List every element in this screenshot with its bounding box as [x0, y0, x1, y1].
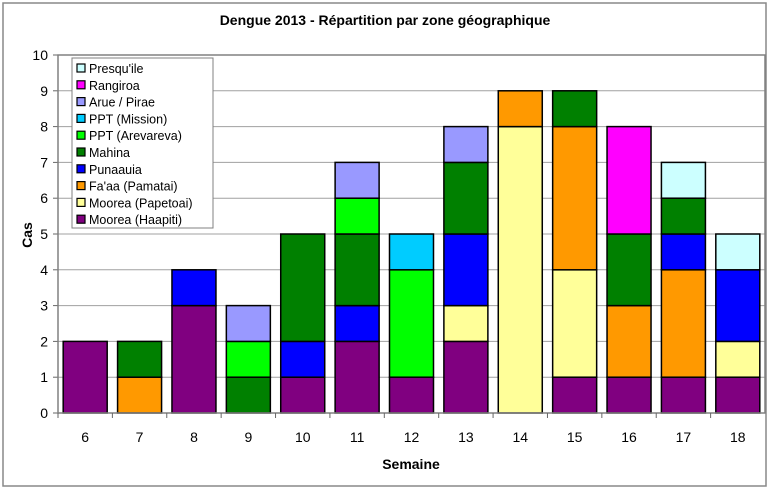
- legend-swatch: [76, 214, 86, 224]
- bar-segment: [551, 90, 598, 128]
- y-axis-label: Cas: [19, 222, 35, 248]
- bar-segment: [443, 161, 489, 235]
- bar-segment: [443, 233, 489, 307]
- bar-segment: [171, 304, 217, 414]
- x-tick-label: 18: [730, 429, 746, 445]
- y-tick-label: 6: [40, 190, 48, 206]
- bar-segment: [225, 304, 272, 343]
- bar-segment: [660, 233, 707, 271]
- bar-segment: [660, 269, 707, 378]
- bar-segment: [388, 376, 435, 414]
- x-tick-label: 6: [81, 429, 89, 445]
- bar-segment: [497, 125, 544, 414]
- bar-segment: [279, 376, 326, 414]
- y-tick-label: 10: [32, 47, 48, 63]
- legend-label: Fa'aa (Pamatai): [89, 180, 178, 194]
- bar-segment: [388, 233, 435, 271]
- bar-segment: [660, 197, 707, 235]
- bar-segment: [334, 233, 380, 307]
- y-tick-label: 4: [40, 262, 48, 278]
- bar-segment: [606, 125, 652, 235]
- legend-label: Rangiroa: [89, 79, 140, 93]
- x-tick-label: 11: [350, 429, 365, 445]
- x-tick-label: 10: [295, 429, 311, 445]
- legend-box: [71, 57, 214, 229]
- x-tick-label: 8: [190, 429, 198, 445]
- legend-label: Presqu'ile: [89, 62, 144, 76]
- bar-segment: [660, 161, 707, 199]
- bar-segment: [116, 376, 163, 414]
- chart-title: Dengue 2013 - Répartition par zone géogr…: [220, 12, 551, 28]
- bar-segment: [443, 340, 489, 414]
- bar-segment: [225, 376, 272, 414]
- x-axis-label: Semaine: [382, 456, 440, 472]
- x-tick-label: 17: [676, 429, 692, 445]
- bar-segment: [62, 340, 108, 414]
- legend-swatch: [76, 164, 86, 174]
- x-tick-label: 12: [404, 429, 420, 445]
- bar-segment: [660, 376, 707, 414]
- legend-swatch: [76, 80, 86, 90]
- bar-segment: [497, 90, 544, 128]
- y-tick-label: 0: [40, 405, 48, 421]
- legend-label: Moorea (Haapiti): [89, 213, 182, 227]
- plot-area: [57, 54, 766, 414]
- bar-segment: [606, 233, 652, 307]
- bar-segment: [225, 340, 272, 378]
- legend-label: PPT (Arevareva): [89, 129, 182, 143]
- legend-label: PPT (Mission): [89, 112, 167, 126]
- legend-label: Mahina: [89, 146, 130, 160]
- x-tick-label: 13: [458, 429, 474, 445]
- bar-segment: [116, 340, 163, 378]
- x-tick-label: 15: [567, 429, 583, 445]
- bar-segment: [606, 376, 652, 414]
- bar-segment: [551, 376, 598, 414]
- bar-segment: [334, 161, 380, 199]
- x-tick-label: 7: [136, 429, 144, 445]
- bar-segment: [388, 269, 435, 378]
- legend-label: Moorea (Papetoai): [89, 196, 193, 210]
- legend-swatch: [76, 147, 86, 157]
- bar-segment: [715, 340, 761, 378]
- bar-segment: [715, 376, 761, 414]
- y-tick-label: 8: [40, 119, 48, 135]
- y-tick-label: 1: [40, 369, 48, 385]
- legend-swatch: [76, 96, 86, 107]
- bar-segment: [715, 269, 761, 343]
- x-tick-label: 16: [621, 429, 637, 445]
- bar-segment: [279, 233, 326, 343]
- legend-swatch: [76, 181, 86, 191]
- y-tick-label: 3: [40, 298, 48, 314]
- legend-label: Arue / Pirae: [89, 96, 155, 110]
- bar-segment: [279, 340, 326, 378]
- legend-swatch: [76, 113, 86, 124]
- x-tick-label: 14: [512, 429, 528, 445]
- legend-label: Punaauia: [89, 163, 142, 177]
- bar-segment: [334, 304, 380, 343]
- legend-swatch: [76, 63, 86, 73]
- bar-segment: [715, 233, 761, 271]
- y-tick-label: 5: [40, 226, 48, 242]
- bar-segment: [443, 125, 489, 164]
- bar-segment: [334, 197, 380, 235]
- bar-segment: [334, 340, 380, 414]
- bar-segment: [443, 304, 489, 343]
- bar-segment: [606, 304, 652, 378]
- y-tick-label: 9: [40, 83, 48, 99]
- legend-swatch: [76, 197, 86, 207]
- y-tick-label: 2: [40, 333, 48, 349]
- y-tick-label: 7: [40, 154, 48, 170]
- legend-swatch: [76, 130, 86, 140]
- bar-segment: [551, 125, 598, 271]
- bar-segment: [551, 269, 598, 378]
- bar-segment: [171, 269, 217, 307]
- x-tick-label: 9: [244, 429, 252, 445]
